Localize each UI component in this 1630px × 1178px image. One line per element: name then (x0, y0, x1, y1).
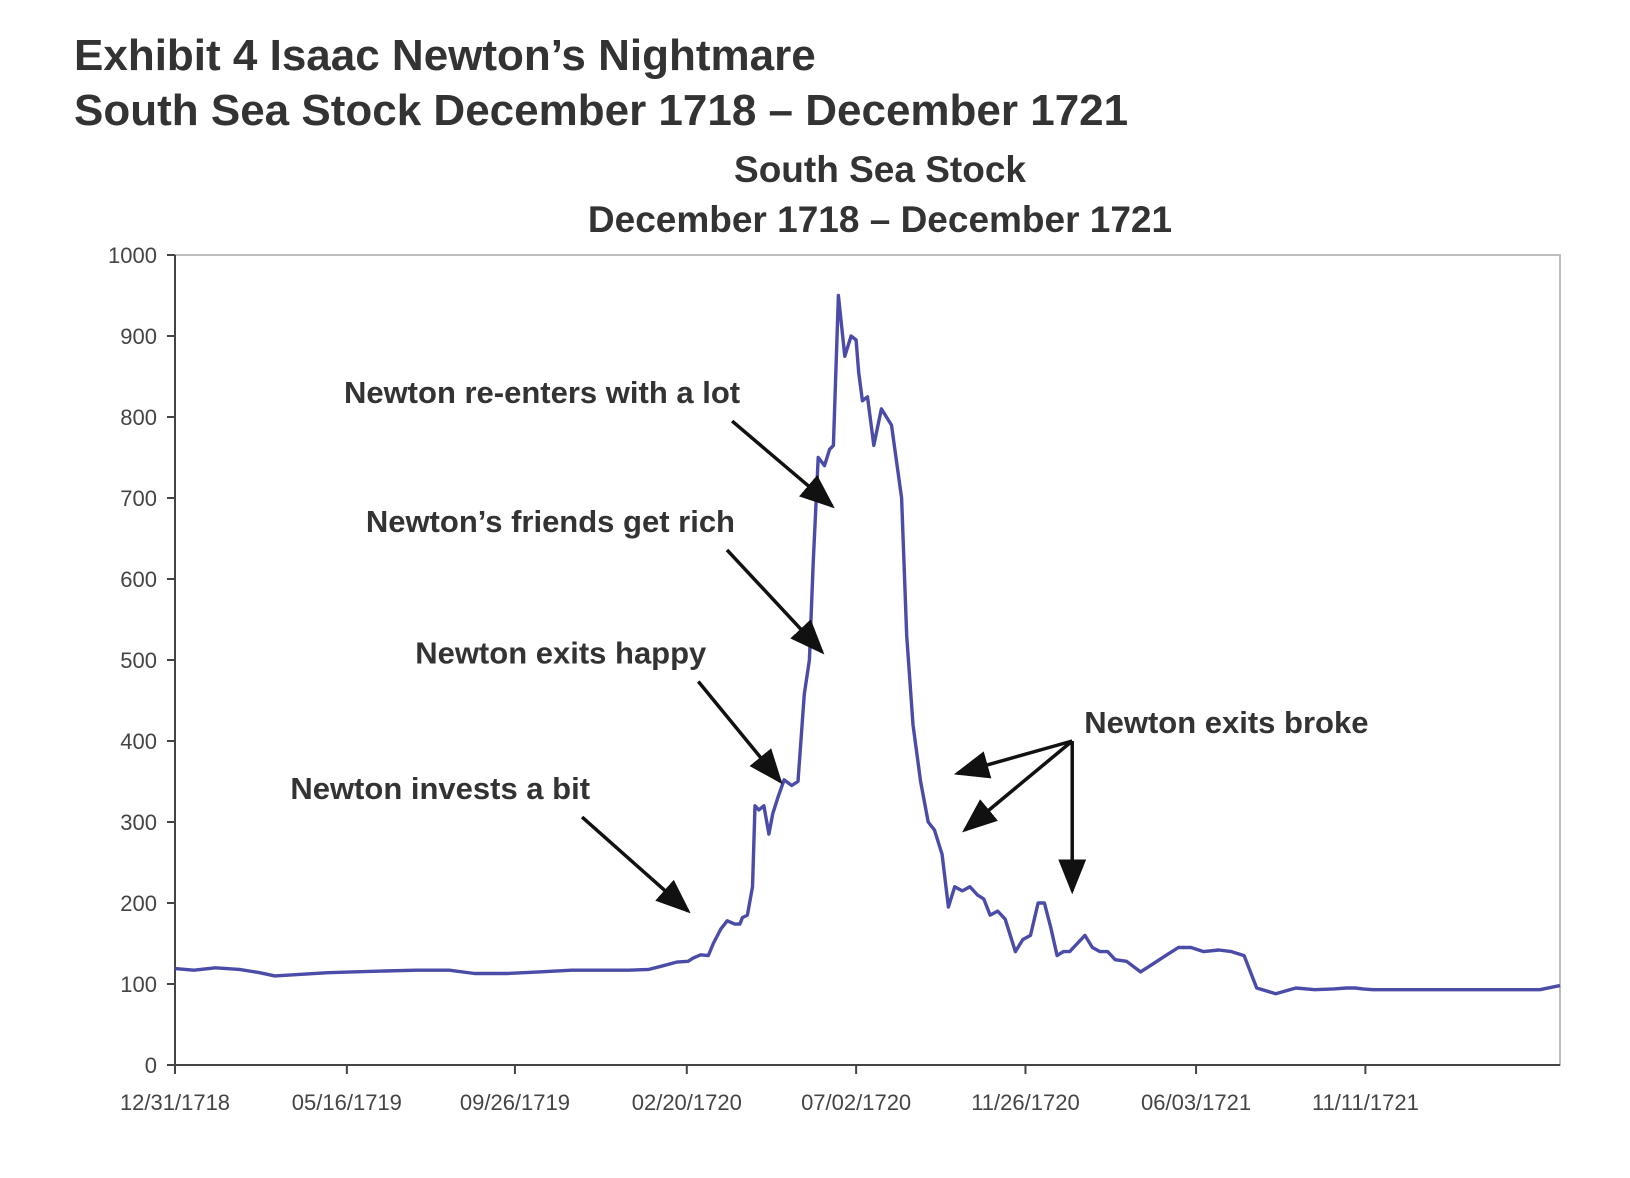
series-line (174, 293, 1561, 996)
x-tick-label: 02/20/1720 (632, 1090, 742, 1115)
y-tick-label: 500 (120, 648, 157, 673)
y-tick-label: 800 (120, 405, 157, 430)
x-tick-label: 09/26/1719 (460, 1090, 570, 1115)
y-tick-label: 700 (120, 486, 157, 511)
annotation-label: Newton’s friends get rich (366, 504, 735, 539)
annotation-arrow (730, 419, 835, 509)
annotation-label: Newton exits happy (415, 636, 707, 671)
exhibit-title: Exhibit 4 Isaac Newton’s Nightmare South… (74, 28, 1128, 138)
annotation-arrow (696, 680, 783, 785)
y-tick-label: 1000 (108, 243, 157, 268)
y-tick-label: 200 (120, 891, 157, 916)
y-tick-label: 900 (120, 324, 157, 349)
annotations: Newton invests a bit Newton exits happy Ne… (290, 375, 1368, 914)
annotation-arrow (953, 739, 1073, 779)
y-tick-label: 0 (145, 1053, 157, 1078)
x-tick-label: 12/31/1718 (120, 1090, 230, 1115)
x-tick-label: 05/16/1719 (292, 1090, 402, 1115)
x-tick-label: 11/11/1721 (1312, 1090, 1419, 1115)
chart-subtitle: December 1718 – December 1721 (588, 199, 1172, 240)
annotation-arrow (725, 548, 825, 655)
chart-title: South Sea Stock (734, 149, 1026, 190)
x-tick-label: 07/02/1720 (801, 1090, 911, 1115)
annotation-arrow (962, 739, 1074, 833)
annotation-arrow (580, 815, 691, 914)
annotation-label: Newton exits broke (1084, 705, 1368, 740)
exhibit-title-line2: South Sea Stock December 1718 – December… (74, 86, 1129, 135)
x-axis-ticks: 12/31/1718 05/16/1719 09/26/1719 02/20/1720… (120, 1065, 1419, 1115)
y-tick-label: 100 (120, 972, 157, 997)
y-axis-ticks: 0 100 200 300 400 500 600 700 800 900 1000 (108, 243, 175, 1078)
y-tick-label: 600 (120, 567, 157, 592)
y-tick-label: 400 (120, 729, 157, 754)
x-tick-label: 06/03/1721 (1141, 1090, 1251, 1115)
x-tick-label: 11/26/1720 (971, 1090, 1079, 1115)
annotation-label: Newton invests a bit (290, 771, 590, 806)
exhibit-title-line1: Exhibit 4 Isaac Newton’s Nightmare (74, 31, 816, 80)
annotation-label: Newton re-enters with a lot (344, 375, 740, 410)
y-tick-label: 300 (120, 810, 157, 835)
